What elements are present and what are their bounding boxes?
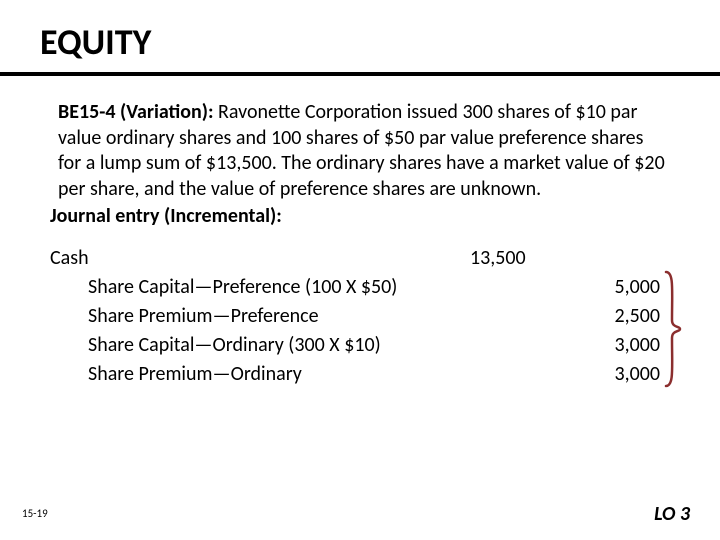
- account-name: Share Premium—Ordinary: [50, 360, 470, 389]
- table-row: Share Capital—Preference (100 X $50) 5,0…: [50, 273, 660, 302]
- page-number: 15-19: [22, 507, 48, 520]
- problem-label: BE15-4 (Variation):: [58, 100, 214, 124]
- table-row: Cash 13,500: [50, 244, 660, 273]
- account-name: Share Premium—Preference: [50, 302, 470, 331]
- credit-amount: 2,500: [580, 302, 660, 331]
- table-row: Share Premium—Ordinary 3,000: [50, 360, 660, 389]
- account-name: Share Capital—Ordinary (300 X $10): [50, 331, 470, 360]
- table-row: Share Premium—Preference 2,500: [50, 302, 660, 331]
- account-name: Cash: [50, 244, 470, 273]
- credit-amount: 3,000: [580, 360, 660, 389]
- problem-text: BE15-4 (Variation): Ravonette Corporatio…: [58, 100, 670, 202]
- debit-amount: [470, 360, 580, 389]
- page-title: EQUITY: [40, 20, 680, 64]
- debit-amount: 13,500: [470, 244, 580, 273]
- credit-amount: 5,000: [580, 273, 660, 302]
- debit-amount: [470, 331, 580, 360]
- debit-amount: [470, 302, 580, 331]
- account-name: Share Capital—Preference (100 X $50): [50, 273, 470, 302]
- slide: EQUITY BE15-4 (Variation): Ravonette Cor…: [0, 0, 720, 540]
- credit-amount: [580, 244, 660, 273]
- curly-bracket-icon: [664, 270, 682, 388]
- learning-objective: LO 3: [654, 502, 690, 526]
- journal-entry-label: Journal entry (Incremental):: [50, 204, 670, 228]
- title-underline: [0, 72, 720, 76]
- credit-amount: 3,000: [580, 331, 660, 360]
- table-row: Share Capital—Ordinary (300 X $10) 3,000: [50, 331, 660, 360]
- debit-amount: [470, 273, 580, 302]
- journal-entries: Cash 13,500 Share Capital—Preference (10…: [50, 244, 660, 389]
